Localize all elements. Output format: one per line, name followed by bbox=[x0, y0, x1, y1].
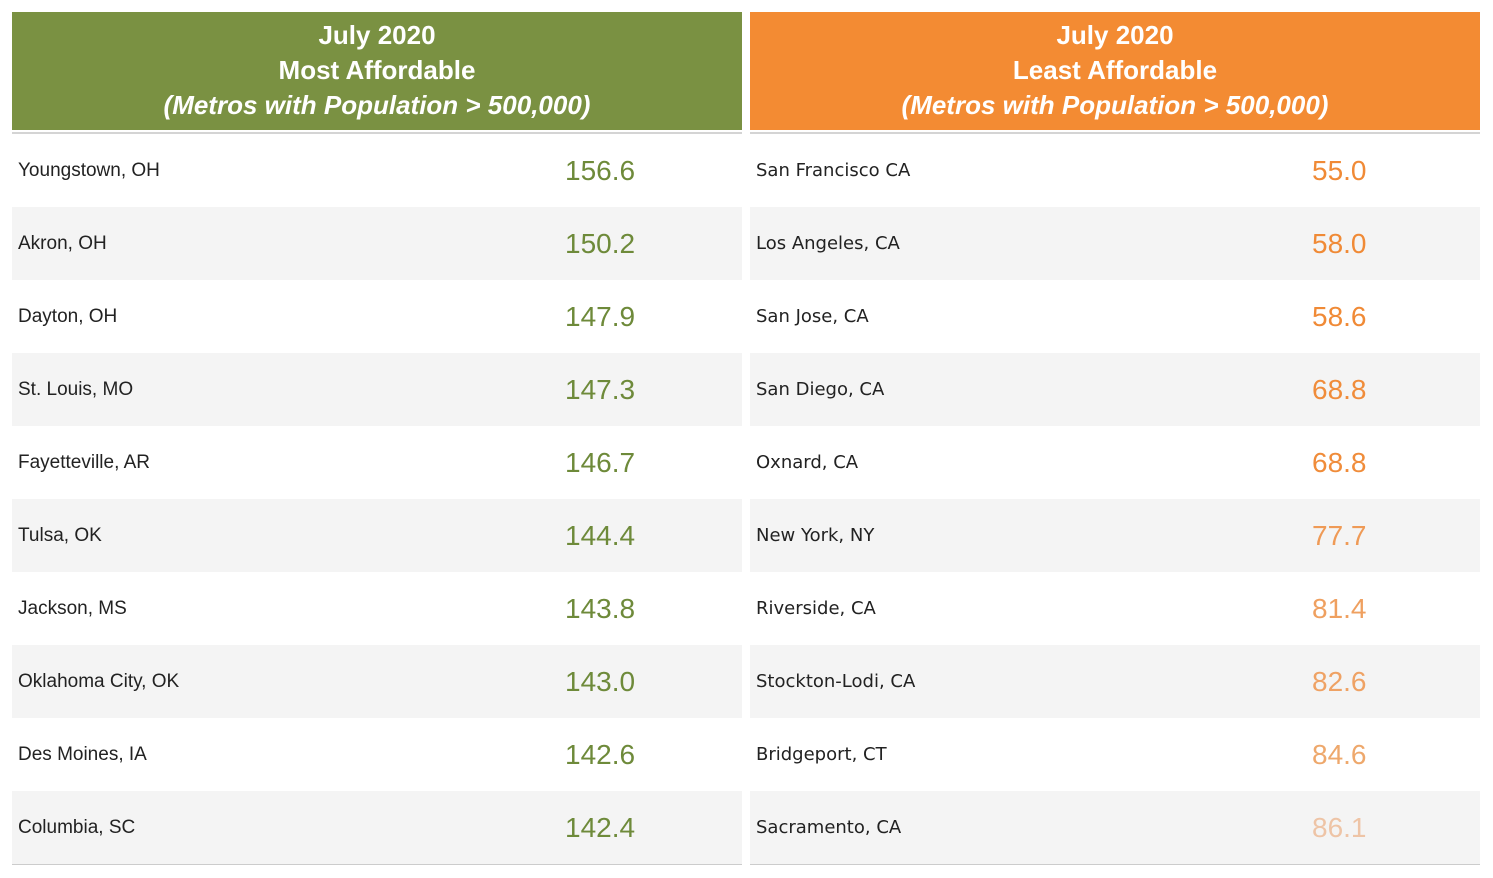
affordability-index-value: 81.4 bbox=[1312, 592, 1367, 624]
metro-name: St. Louis, MO bbox=[18, 378, 134, 400]
metro-name: Sacramento, CA bbox=[756, 817, 902, 838]
table-row: Des Moines, IA 142.6 bbox=[12, 718, 742, 791]
table-row: New York, NY 77.7 bbox=[750, 499, 1480, 572]
affordability-index-value: 147.9 bbox=[565, 300, 636, 332]
metro-name: Oxnard, CA bbox=[756, 452, 859, 473]
affordability-index-value: 58.6 bbox=[1312, 300, 1367, 332]
table-row: Oklahoma City, OK 143.0 bbox=[12, 645, 742, 718]
metro-name: Dayton, OH bbox=[18, 305, 118, 327]
metro-name: Oklahoma City, OK bbox=[18, 670, 180, 692]
affordability-index-value: 84.6 bbox=[1312, 738, 1367, 770]
affordability-index-value: 82.6 bbox=[1312, 665, 1367, 697]
table-row: Fayetteville, AR 146.7 bbox=[12, 426, 742, 499]
most-affordable-table: July 2020 Most Affordable (Metros with P… bbox=[12, 12, 742, 865]
metro-name: Columbia, SC bbox=[18, 816, 136, 838]
metro-name: New York, NY bbox=[756, 525, 875, 546]
affordability-index-value: 55.0 bbox=[1312, 154, 1367, 186]
affordability-index-value: 146.7 bbox=[565, 446, 636, 478]
least-affordable-rows: San Francisco CA 55.0 Los Angeles, CA 58.0 S… bbox=[750, 134, 1480, 864]
header-subtitle: (Metros with Population > 500,000) bbox=[163, 90, 591, 120]
table-row: Oxnard, CA 68.8 bbox=[750, 426, 1480, 499]
affordability-index-value: 86.1 bbox=[1312, 811, 1367, 843]
table-row: San Jose, CA 58.6 bbox=[750, 280, 1480, 353]
header-subtitle: (Metros with Population > 500,000) bbox=[901, 90, 1329, 120]
affordability-index-value: 68.8 bbox=[1312, 373, 1367, 405]
table-row: Columbia, SC 142.4 bbox=[12, 791, 742, 864]
metro-name: Akron, OH bbox=[18, 232, 107, 254]
table-row: Dayton, OH 147.9 bbox=[12, 280, 742, 353]
table-row: San Francisco CA 55.0 bbox=[750, 134, 1480, 207]
header-title: Least Affordable bbox=[1012, 55, 1218, 85]
table-row: Akron, OH 150.2 bbox=[12, 207, 742, 280]
affordability-index-value: 150.2 bbox=[565, 227, 636, 259]
affordability-index-value: 68.8 bbox=[1312, 446, 1367, 478]
affordability-index-value: 58.0 bbox=[1312, 227, 1367, 259]
metro-name: San Jose, CA bbox=[756, 306, 869, 327]
metro-name: Youngstown, OH bbox=[18, 159, 160, 181]
table-row: Tulsa, OK 144.4 bbox=[12, 499, 742, 572]
affordability-index-value: 156.6 bbox=[565, 154, 636, 186]
header-divider bbox=[12, 132, 742, 134]
metro-name: San Diego, CA bbox=[756, 379, 885, 400]
table-row: Youngstown, OH 156.6 bbox=[12, 134, 742, 207]
table-row: Bridgeport, CT 84.6 bbox=[750, 718, 1480, 791]
most-affordable-rows: Youngstown, OH 156.6 Akron, OH 150.2 Dayton,… bbox=[12, 134, 742, 864]
most-affordable-header: July 2020 Most Affordable (Metros with P… bbox=[12, 12, 742, 130]
affordability-index-value: 143.8 bbox=[565, 592, 636, 624]
table-row: Sacramento, CA 86.1 bbox=[750, 791, 1480, 864]
affordability-index-value: 147.3 bbox=[565, 373, 636, 405]
metro-name: Stockton-Lodi, CA bbox=[756, 671, 916, 692]
table-row: San Diego, CA 68.8 bbox=[750, 353, 1480, 426]
affordability-index-value: 77.7 bbox=[1312, 519, 1367, 551]
affordability-index-value: 144.4 bbox=[565, 519, 636, 551]
header-date: July 2020 bbox=[318, 20, 436, 50]
table-bottom-divider bbox=[750, 864, 1480, 865]
table-row: St. Louis, MO 147.3 bbox=[12, 353, 742, 426]
header-title: Most Affordable bbox=[278, 55, 476, 85]
metro-name: Los Angeles, CA bbox=[756, 233, 900, 254]
metro-name: Fayetteville, AR bbox=[18, 451, 150, 473]
least-affordable-header: July 2020 Least Affordable (Metros with … bbox=[750, 12, 1480, 130]
table-bottom-divider bbox=[12, 864, 742, 865]
least-affordable-table: July 2020 Least Affordable (Metros with … bbox=[750, 12, 1480, 865]
metro-name: Des Moines, IA bbox=[18, 743, 147, 765]
table-row: Riverside, CA 81.4 bbox=[750, 572, 1480, 645]
metro-name: Jackson, MS bbox=[18, 597, 127, 619]
table-row: Stockton-Lodi, CA 82.6 bbox=[750, 645, 1480, 718]
header-date: July 2020 bbox=[1056, 20, 1174, 50]
metro-name: Riverside, CA bbox=[756, 598, 876, 619]
affordability-index-value: 142.4 bbox=[565, 811, 636, 843]
metro-name: San Francisco CA bbox=[756, 160, 911, 181]
metro-name: Bridgeport, CT bbox=[756, 744, 887, 765]
metro-name: Tulsa, OK bbox=[18, 524, 102, 546]
header-divider bbox=[750, 132, 1480, 134]
affordability-index-value: 143.0 bbox=[565, 665, 636, 697]
affordability-index-value: 142.6 bbox=[565, 738, 636, 770]
table-row: Los Angeles, CA 58.0 bbox=[750, 207, 1480, 280]
table-row: Jackson, MS 143.8 bbox=[12, 572, 742, 645]
